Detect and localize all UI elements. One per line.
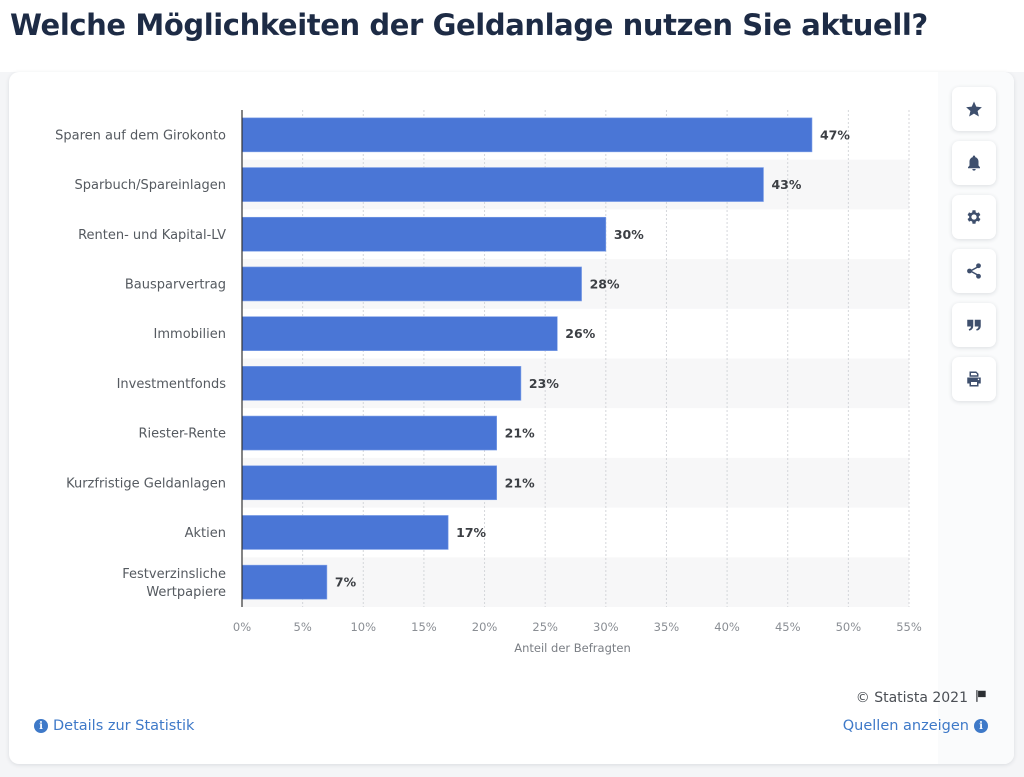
x-tick-label: 25% — [532, 620, 558, 634]
flag-icon[interactable] — [974, 689, 988, 707]
value-label: 21% — [505, 475, 535, 490]
details-link-label: Details zur Statistik — [53, 718, 195, 734]
category-label: Renten- und Kapital-LV — [78, 228, 226, 243]
toolbar-rail — [938, 72, 1014, 764]
print-icon — [967, 371, 981, 387]
favorite-button[interactable] — [952, 87, 996, 131]
category-label: Aktien — [185, 526, 226, 541]
sources-link-label: Quellen anzeigen — [842, 718, 969, 734]
x-axis-title: Anteil der Befragten — [514, 641, 631, 655]
category-label: Wertpapiere — [146, 585, 226, 600]
category-label: Immobilien — [154, 327, 226, 342]
copyright-text: © Statista 2021 — [855, 690, 968, 706]
x-tick-label: 35% — [654, 620, 680, 634]
star-icon — [966, 101, 982, 117]
category-label: Riester-Rente — [139, 427, 227, 442]
cite-button[interactable] — [952, 303, 996, 347]
bar[interactable] — [241, 117, 813, 153]
value-label: 28% — [590, 276, 620, 291]
row-band — [242, 557, 909, 607]
category-label: Festverzinsliche — [122, 567, 226, 582]
bar[interactable] — [241, 415, 497, 451]
value-label: 21% — [505, 426, 535, 441]
x-tick-label: 50% — [836, 620, 862, 634]
x-tick-label: 5% — [294, 620, 312, 634]
category-label: Kurzfristige Geldanlagen — [66, 476, 226, 491]
print-button[interactable] — [952, 357, 996, 401]
bar[interactable] — [241, 366, 522, 401]
info-icon: i — [974, 719, 988, 733]
share-icon — [967, 263, 981, 279]
page-title: Welche Möglichkeiten der Geldanlage nutz… — [10, 8, 928, 42]
details-link[interactable]: i Details zur Statistik — [34, 718, 194, 734]
bar[interactable] — [241, 316, 558, 351]
bar[interactable] — [241, 465, 497, 501]
bar[interactable] — [241, 515, 449, 550]
value-label: 23% — [529, 376, 559, 391]
x-tick-label: 30% — [593, 620, 619, 634]
settings-button[interactable] — [952, 195, 996, 239]
category-label: Bausparvertrag — [125, 277, 226, 292]
bar[interactable] — [241, 216, 607, 252]
bar[interactable] — [241, 167, 764, 202]
value-label: 43% — [771, 177, 801, 192]
copyright-notice: © Statista 2021 — [856, 689, 988, 707]
info-icon: i — [34, 719, 48, 733]
x-tick-label: 55% — [896, 620, 922, 634]
gear-icon — [967, 210, 981, 224]
x-tick-label: 10% — [350, 620, 376, 634]
x-tick-label: 15% — [411, 620, 437, 634]
category-label: Sparbuch/Spareinlagen — [74, 178, 226, 193]
share-button[interactable] — [952, 249, 996, 293]
notification-button[interactable] — [952, 141, 996, 185]
x-tick-label: 45% — [775, 620, 801, 634]
category-label: Sparen auf dem Girokonto — [55, 128, 226, 143]
x-tick-label: 20% — [472, 620, 498, 634]
bell-icon — [968, 155, 980, 171]
bar[interactable] — [241, 564, 328, 600]
bar[interactable] — [241, 266, 582, 302]
value-label: 7% — [335, 575, 357, 590]
value-label: 30% — [614, 227, 644, 242]
value-label: 47% — [820, 127, 850, 142]
value-label: 17% — [456, 525, 486, 540]
x-tick-label: 0% — [233, 620, 251, 634]
page-header — [0, 0, 1024, 72]
quote-icon — [967, 319, 981, 331]
category-label: Investmentfonds — [117, 377, 227, 392]
value-label: 26% — [565, 326, 595, 341]
sources-link[interactable]: Quellen anzeigen i — [843, 718, 988, 734]
x-tick-label: 40% — [714, 620, 740, 634]
